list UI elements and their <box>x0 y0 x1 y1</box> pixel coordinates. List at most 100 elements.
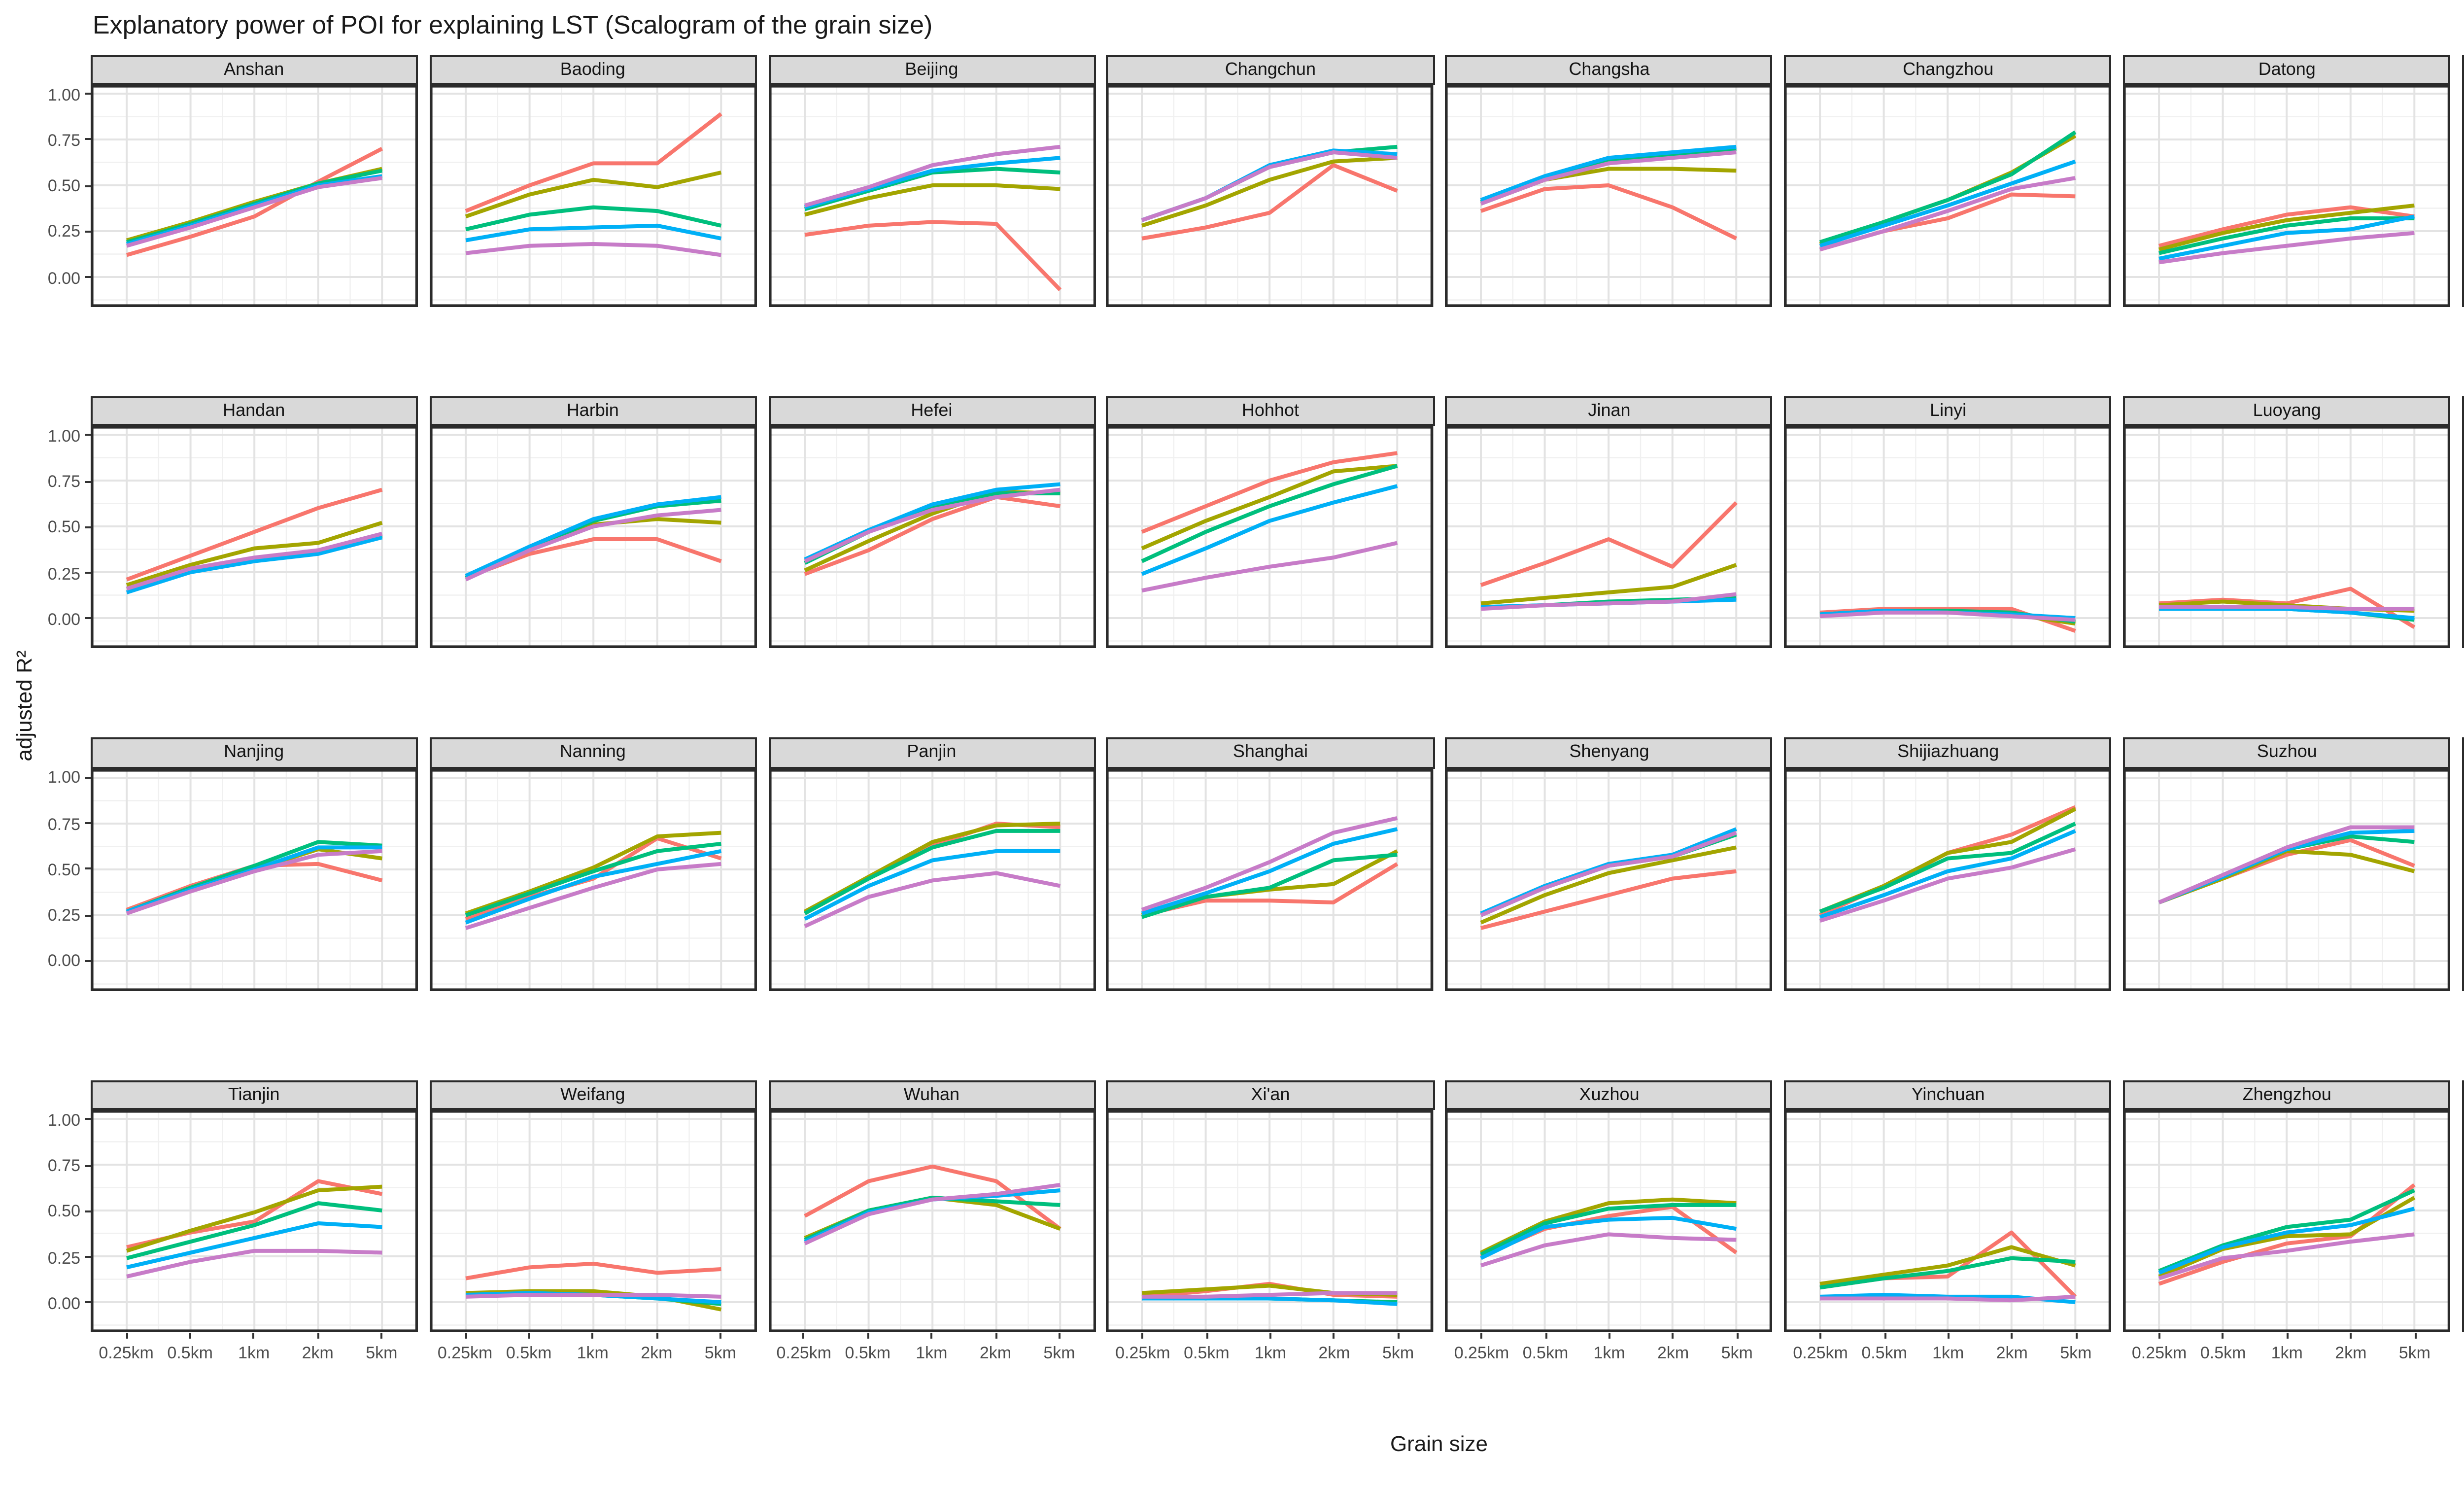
facet-panel <box>1106 426 1435 649</box>
line-60km <box>803 144 1060 207</box>
x-tick-mark <box>1819 1333 1821 1339</box>
facet-strip: Nanchang <box>2462 396 2464 426</box>
facet-panel <box>1106 1110 1435 1333</box>
x-tick-mark <box>1672 1333 1674 1339</box>
facet-panel <box>2462 85 2464 307</box>
x-tick-label: 5km <box>366 1342 398 1361</box>
facet-strip: Suzhou <box>2123 738 2451 768</box>
line-50km <box>1480 1216 1738 1261</box>
x-tick-label: 1km <box>238 1342 270 1361</box>
facet-strip: Datong <box>2123 54 2451 85</box>
facet-strip-label: Harbin <box>566 400 619 419</box>
y-tick-mark <box>84 93 90 95</box>
panel-canvas <box>1106 85 1435 307</box>
panel-canvas <box>768 768 1095 991</box>
x-tick-label: 0.5km <box>1861 1342 1907 1361</box>
facet-strip-label: Xi'an <box>1251 1084 1290 1104</box>
x-tick-mark <box>592 1333 594 1339</box>
line-40km <box>1819 130 2077 244</box>
facet-strip-label: Linyi <box>1930 400 1967 419</box>
line-40km <box>1820 1256 2076 1290</box>
line-50km <box>1142 484 1399 577</box>
x-tick-label: 2km <box>1996 1342 2028 1361</box>
x-tick-mark <box>1058 1333 1061 1339</box>
panel-canvas <box>429 426 756 649</box>
facet-strip: Yinchuan <box>1784 1080 2112 1110</box>
x-tick-mark <box>2222 1333 2224 1339</box>
facet-strip: Nanning <box>429 738 756 768</box>
x-tick-mark <box>125 1333 127 1339</box>
line-60km <box>1480 830 1738 917</box>
facet-strip: Hefei <box>768 396 1095 426</box>
facet-strip-label: Changchun <box>1225 58 1316 78</box>
panel-canvas <box>2462 1110 2464 1333</box>
line-40km <box>1142 464 1399 564</box>
facet-panel <box>429 1110 756 1333</box>
x-tick-mark <box>2286 1333 2288 1339</box>
x-tick-mark <box>719 1333 721 1339</box>
y-tick-mark <box>84 572 90 574</box>
line-50km <box>803 848 1060 920</box>
facet-strip: Changzhou <box>1784 54 2112 85</box>
line-20km <box>464 112 722 213</box>
facet-strip-label: Panjin <box>907 742 957 761</box>
facet-strip: Harbin <box>429 396 756 426</box>
x-tick-label: 0.25km <box>1115 1342 1170 1361</box>
panel-canvas <box>1445 85 1773 307</box>
line-20km <box>464 1262 721 1281</box>
x-tick-mark <box>2414 1333 2416 1339</box>
panel-canvas <box>90 768 418 991</box>
panel-canvas <box>2123 768 2451 991</box>
facet-strip-label: Nanning <box>559 742 626 761</box>
line-60km <box>1820 1295 2076 1303</box>
line-40km <box>1142 852 1399 919</box>
y-tick-label: 1.00 <box>47 767 80 787</box>
panel-canvas <box>2123 85 2451 307</box>
y-tick-label: 0.50 <box>47 1201 80 1221</box>
x-tick-mark <box>317 1333 319 1339</box>
line-60km <box>803 870 1060 928</box>
panel-canvas <box>768 1110 1095 1333</box>
facet-strip-label: Luoyang <box>2253 400 2321 419</box>
x-tick-mark <box>1142 1333 1144 1339</box>
facet-strip: Tianjin <box>90 1080 418 1110</box>
y-tick-mark <box>84 1302 90 1304</box>
x-tick-mark <box>867 1333 869 1339</box>
x-tick-label: 0.5km <box>1184 1342 1230 1361</box>
y-tick-label: 0.75 <box>47 813 80 833</box>
panel-canvas <box>1445 426 1773 649</box>
y-tick-mark <box>84 1256 90 1258</box>
line-60km <box>125 848 382 915</box>
facet-strip: Hohhot <box>1106 396 1435 426</box>
facet-strip-label: Suzhou <box>2257 742 2317 761</box>
panel-canvas <box>1784 426 2112 649</box>
y-tick-mark <box>84 138 90 140</box>
facet-strip-label: Changsha <box>1569 58 1650 78</box>
x-tick-mark <box>1947 1333 1949 1339</box>
x-tick-label: 2km <box>979 1342 1012 1361</box>
facet-strip: Weifang <box>429 1080 756 1110</box>
line-30km <box>2158 1196 2416 1279</box>
facet-strip-label: Wuhan <box>903 1084 960 1104</box>
facet-strip-label: Xuzhou <box>1579 1084 1640 1104</box>
y-tick-label: 0.25 <box>47 221 80 241</box>
y-tick-label: 0.00 <box>47 951 80 970</box>
y-tick-mark <box>84 184 90 186</box>
facet-panel <box>90 1110 418 1333</box>
facet-panel <box>768 768 1095 991</box>
facet-panel <box>768 85 1095 307</box>
x-tick-mark <box>1736 1333 1738 1339</box>
facet-panel <box>1445 85 1773 307</box>
facet-panel <box>768 1110 1095 1333</box>
x-tick-mark <box>253 1333 255 1339</box>
line-60km <box>803 1183 1060 1246</box>
line-50km <box>125 536 382 595</box>
line-60km <box>803 488 1060 564</box>
x-tick-mark <box>2011 1333 2013 1339</box>
line-60km <box>2158 1233 2415 1281</box>
x-tick-label: 0.25km <box>99 1342 154 1361</box>
line-40km <box>803 828 1060 915</box>
x-tick-mark <box>1544 1333 1546 1339</box>
line-60km <box>126 1249 382 1279</box>
x-tick-label: 2km <box>2335 1342 2367 1361</box>
